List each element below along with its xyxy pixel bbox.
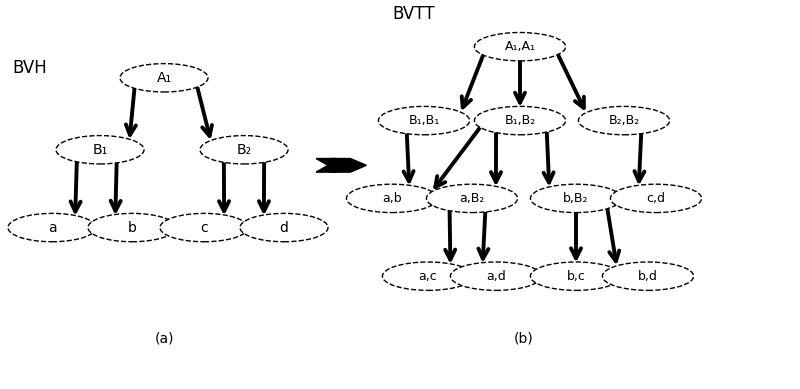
Text: a,b: a,b: [382, 192, 402, 205]
Text: B₁,B₂: B₁,B₂: [504, 114, 536, 127]
Ellipse shape: [120, 64, 208, 92]
Ellipse shape: [530, 262, 622, 290]
Ellipse shape: [426, 184, 518, 212]
Ellipse shape: [200, 136, 288, 164]
Polygon shape: [316, 159, 352, 172]
Polygon shape: [330, 159, 366, 172]
Text: B₁,B₁: B₁,B₁: [408, 114, 440, 127]
Ellipse shape: [240, 214, 328, 242]
Ellipse shape: [346, 184, 438, 212]
Text: b,B₂: b,B₂: [563, 192, 589, 205]
Ellipse shape: [382, 262, 474, 290]
Text: A₁: A₁: [157, 71, 171, 85]
Ellipse shape: [378, 107, 470, 135]
Ellipse shape: [56, 136, 144, 164]
Text: (a): (a): [154, 331, 174, 345]
Text: c: c: [200, 221, 208, 235]
Text: B₂: B₂: [237, 143, 251, 157]
Text: b: b: [127, 221, 137, 235]
Text: BVH: BVH: [12, 59, 46, 77]
Text: b,c: b,c: [566, 270, 586, 283]
Text: a,B₂: a,B₂: [459, 192, 485, 205]
Ellipse shape: [450, 262, 542, 290]
Ellipse shape: [474, 33, 566, 61]
Ellipse shape: [530, 184, 622, 212]
Text: d: d: [279, 221, 289, 235]
Text: (b): (b): [514, 331, 534, 345]
Text: BVTT: BVTT: [392, 5, 434, 23]
Text: a,c: a,c: [418, 270, 438, 283]
Ellipse shape: [602, 262, 694, 290]
Text: b,d: b,d: [638, 270, 658, 283]
Text: a,d: a,d: [486, 270, 506, 283]
Text: c,d: c,d: [646, 192, 666, 205]
Ellipse shape: [160, 214, 248, 242]
Ellipse shape: [8, 214, 96, 242]
Text: a: a: [48, 221, 56, 235]
Text: A₁,A₁: A₁,A₁: [505, 40, 535, 53]
Ellipse shape: [474, 107, 566, 135]
Text: B₁: B₁: [92, 143, 108, 157]
Ellipse shape: [88, 214, 176, 242]
Text: B₂,B₂: B₂,B₂: [608, 114, 640, 127]
Ellipse shape: [610, 184, 702, 212]
Ellipse shape: [578, 107, 670, 135]
